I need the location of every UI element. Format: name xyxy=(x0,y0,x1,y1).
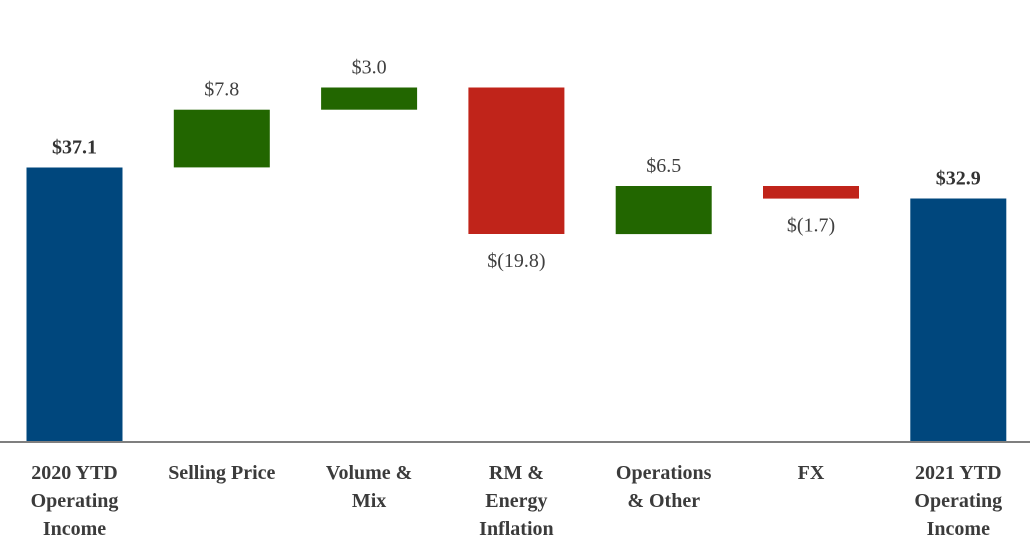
bar-7 xyxy=(910,198,1007,442)
category-label-7: 2021 YTD Operating Income xyxy=(914,462,1002,540)
bar-3 xyxy=(321,87,418,110)
data-label-2: $7.8 xyxy=(204,79,239,101)
data-label-5: $6.5 xyxy=(646,155,681,177)
data-label-7: $32.9 xyxy=(936,168,981,190)
data-label-1: $37.1 xyxy=(52,136,97,158)
category-label-3: Volume & Mix xyxy=(326,462,412,512)
bar-2 xyxy=(173,109,270,168)
data-label-3: $3.0 xyxy=(352,57,387,79)
data-label-4: $(19.8) xyxy=(487,250,545,272)
bar-6 xyxy=(763,186,859,199)
bar-4 xyxy=(468,87,565,234)
category-label-2: Selling Price xyxy=(168,462,275,484)
data-label-6: $(1.7) xyxy=(787,215,835,237)
category-label-6: FX xyxy=(798,462,825,484)
category-label-4: RM & Energy Inflation xyxy=(479,462,553,540)
category-label-1: 2020 YTD Operating Income xyxy=(31,462,119,540)
bar-5 xyxy=(615,186,712,235)
bar-1 xyxy=(26,167,123,442)
category-label-5: Operations & Other xyxy=(616,462,712,512)
